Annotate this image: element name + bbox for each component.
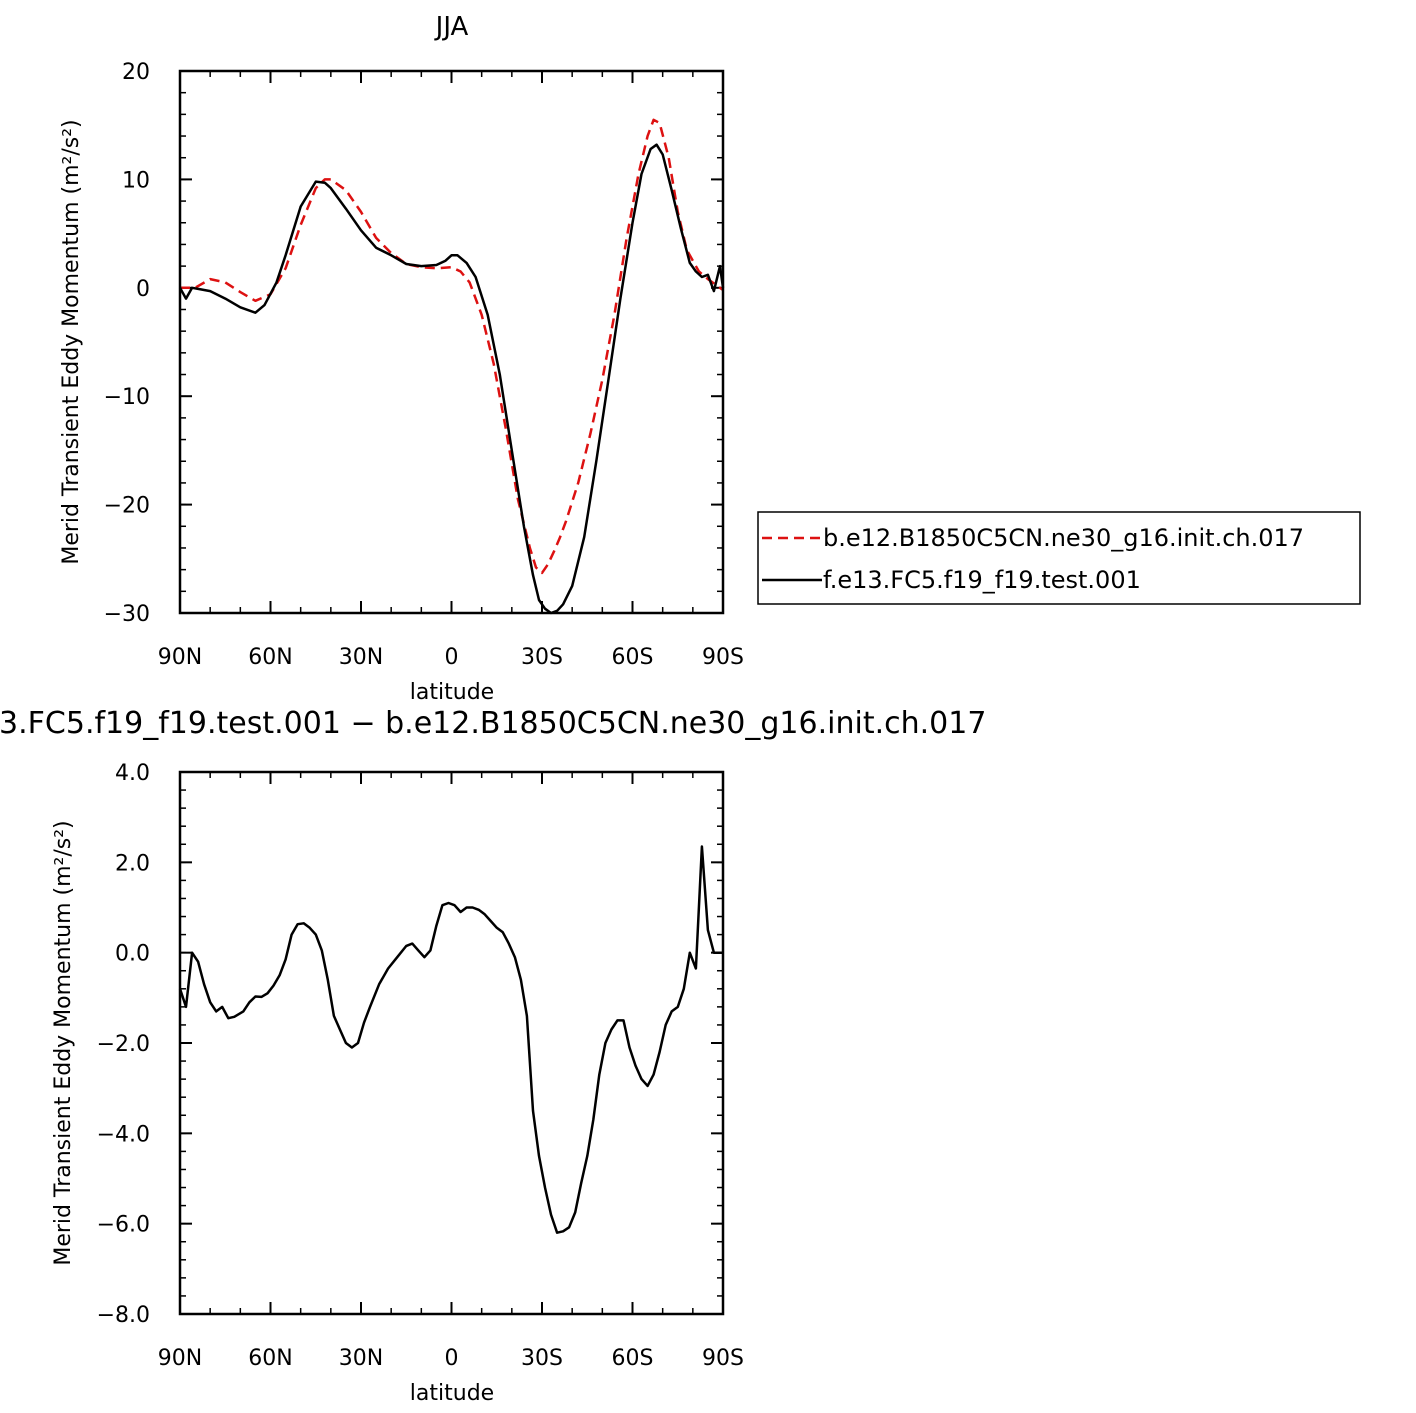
- bottom-x-tick-label: 0: [445, 1346, 459, 1371]
- bottom-y-tick-label: 0.0: [115, 942, 150, 967]
- top-chart-title: JJA: [434, 12, 469, 42]
- top-x-tick-label: 60N: [248, 645, 292, 670]
- legend-box: [757, 511, 1361, 605]
- top-x-tick-label: 60S: [612, 645, 654, 670]
- top-x-tick-label: 30S: [521, 645, 563, 670]
- bottom-x-axis-label: latitude: [410, 1381, 494, 1406]
- bottom-title-clip: f.e13.FC5.f19_f19.test.001 − b.e12.B1850…: [0, 706, 986, 741]
- bottom-chart-title: f.e13.FC5.f19_f19.test.001 − b.e12.B1850…: [0, 706, 986, 741]
- top-y-tick-label: 10: [122, 168, 150, 193]
- top-y-tick-label: 20: [122, 60, 150, 85]
- bottom-x-tick-label: 30S: [521, 1346, 563, 1371]
- bottom-x-tick-labels: 90N 60N 30N 0 30S 60S 90S: [158, 1346, 744, 1371]
- bottom-y-tick-label: 2.0: [115, 851, 150, 876]
- bottom-panel: f.e13.FC5.f19_f19.test.001 − b.e12.B1850…: [0, 706, 986, 1406]
- bottom-y-tick-label: −8.0: [97, 1303, 150, 1328]
- top-series-group: [178, 118, 725, 615]
- legend-label-2: f.e13.FC5.f19_f19.test.001: [823, 566, 1141, 594]
- top-ticks: [179, 70, 724, 614]
- top-series-line-1: [180, 118, 724, 575]
- top-x-tick-label: 90N: [158, 645, 202, 670]
- top-y-tick-label: −10: [104, 385, 150, 410]
- top-y-tick-labels: 20 10 0 −10 −20 −30: [104, 60, 150, 627]
- top-series-line-2: [178, 143, 725, 615]
- legend: b.e12.B1850C5CN.ne30_g16.init.ch.017 f.e…: [757, 511, 1361, 605]
- bottom-x-tick-label: 60S: [612, 1346, 654, 1371]
- bottom-y-axis-label: Merid Transient Eddy Momentum (m²/s²): [51, 820, 76, 1265]
- top-plot-frame: [178, 69, 725, 615]
- top-y-axis-label: Merid Transient Eddy Momentum (m²/s²): [59, 119, 84, 564]
- bottom-x-tick-label: 60N: [248, 1346, 292, 1371]
- bottom-y-tick-label: −6.0: [97, 1213, 150, 1238]
- bottom-y-tick-label: −4.0: [97, 1122, 150, 1147]
- top-y-tick-label: −30: [104, 602, 150, 627]
- bottom-ticks: [179, 771, 724, 1315]
- bottom-x-tick-label: 90S: [702, 1346, 744, 1371]
- bottom-series-group: [178, 845, 723, 1234]
- bottom-y-tick-label: 4.0: [115, 761, 150, 786]
- bottom-y-tick-labels: 4.0 2.0 0.0 −2.0 −4.0 −6.0 −8.0: [97, 761, 150, 1328]
- bottom-x-tick-label: 30N: [339, 1346, 383, 1371]
- legend-label-1: b.e12.B1850C5CN.ne30_g16.init.ch.017: [823, 524, 1304, 552]
- top-x-tick-label: 90S: [702, 645, 744, 670]
- top-panel: JJA 20 10 0 −10 −20 −30 90N 60N 30N 0 30S 60S 90S l…: [59, 12, 744, 705]
- top-y-tick-label: −20: [104, 494, 150, 519]
- top-x-tick-label: 30N: [339, 645, 383, 670]
- bottom-y-tick-label: −2.0: [97, 1032, 150, 1057]
- bottom-x-tick-label: 90N: [158, 1346, 202, 1371]
- bottom-series-line-1: [178, 845, 723, 1234]
- top-x-tick-labels: 90N 60N 30N 0 30S 60S 90S: [158, 645, 744, 670]
- top-x-axis-label: latitude: [410, 680, 494, 705]
- top-y-tick-label: 0: [136, 277, 150, 302]
- bottom-plot-frame: [178, 770, 725, 1316]
- top-x-tick-label: 0: [445, 645, 459, 670]
